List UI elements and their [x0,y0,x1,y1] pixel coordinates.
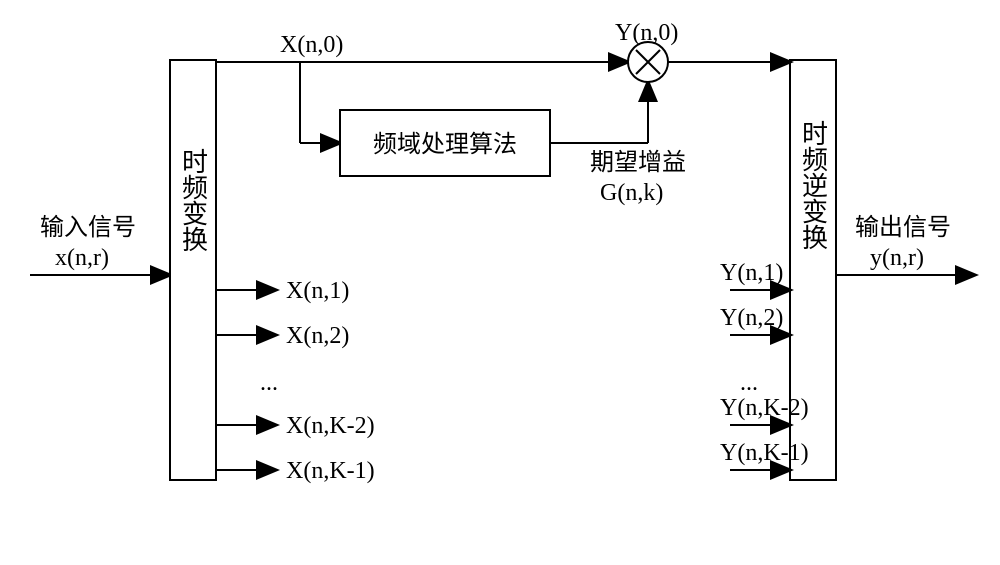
output-label-1: 输出信号 [855,214,951,241]
y-ellipsis: ... [740,370,758,396]
gain-label-2: G(n,k) [600,180,663,206]
x-tap-label: X(n,K-2) [286,413,375,439]
input-label-1: 输入信号 [40,214,136,241]
algo-label: 频域处理算法 [373,131,517,158]
block-tf-transform [170,60,216,480]
y-tap-label: Y(n,K-1) [720,440,809,466]
y-tap-label: Y(n,2) [720,305,783,331]
x-ellipsis: ... [260,370,278,396]
x-tap-label: X(n,2) [286,323,349,349]
y0-label: Y(n,0) [615,20,678,46]
x-tap-label: X(n,1) [286,278,349,304]
x0-label: X(n,0) [280,32,343,58]
block2-label: 时频逆变换 [799,120,828,250]
input-label-2: x(n,r) [55,245,109,271]
x-tap-label: X(n,K-1) [286,458,375,484]
block1-label: 时频变换 [179,148,208,252]
output-label-2: y(n,r) [870,245,924,271]
y-tap-label: Y(n,1) [720,260,783,286]
y-tap-label: Y(n,K-2) [720,395,809,421]
gain-label-1: 期望增益 [590,149,686,176]
